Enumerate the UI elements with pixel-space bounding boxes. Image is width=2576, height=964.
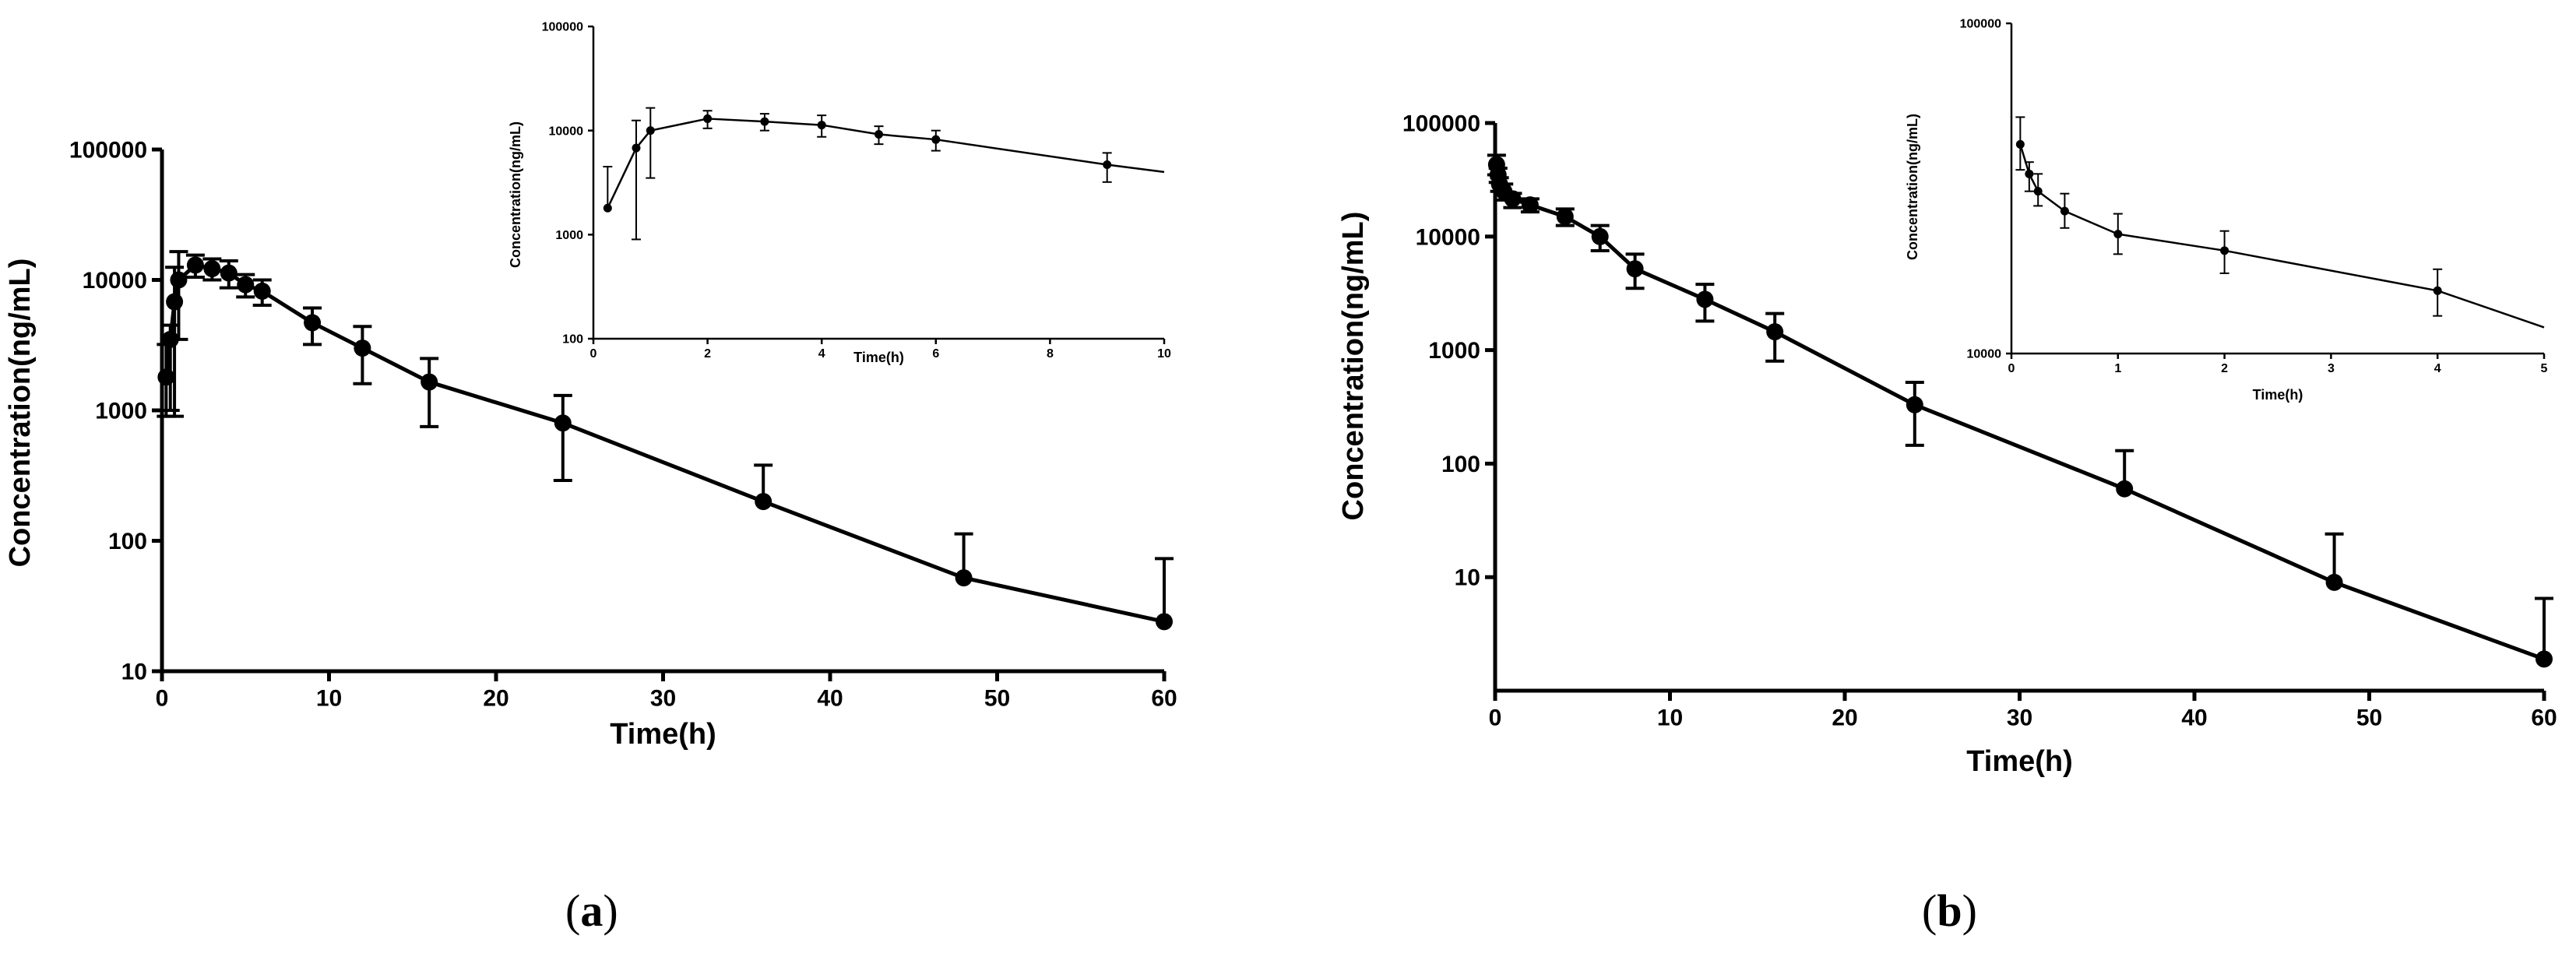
a-inset-x-tick-label: 6 <box>932 347 939 361</box>
a-main-y-tick-label: 100 <box>108 529 147 554</box>
b-inset-data-point <box>2113 230 2123 239</box>
b-main-data-point <box>1766 323 1784 341</box>
a-inset-y-axis-label: Concentration(ng/mL) <box>508 121 523 268</box>
b-inset-y-tick-label: 10000 <box>1967 348 2002 361</box>
b-inset-data-point <box>2015 139 2025 149</box>
b-main-data-point <box>1696 290 1714 308</box>
a-inset-data-point <box>817 121 826 130</box>
a-inset-x-tick-label: 2 <box>704 347 711 361</box>
b-main-x-tick-label: 50 <box>2356 705 2382 731</box>
b-inset-data-point <box>2220 246 2229 255</box>
b-inset-x-tick-label: 5 <box>2541 362 2548 375</box>
panel-label-a: (a) <box>565 885 618 936</box>
b-main-data-point <box>2536 650 2553 668</box>
a-main-x-tick-label: 60 <box>1151 686 1177 712</box>
b-inset-series-line <box>2019 144 2545 329</box>
a-inset-data-point <box>646 126 655 135</box>
a-main-data-point <box>755 493 772 511</box>
b-main-data-point <box>1591 227 1609 245</box>
b-main-y-tick-label: 10 <box>1455 565 1480 591</box>
a-main-x-tick-label: 10 <box>316 686 342 712</box>
b-main-x-tick-label: 60 <box>2531 705 2557 731</box>
b-main-y-tick-label: 100 <box>1441 452 1480 477</box>
a-main-x-tick-label: 0 <box>156 686 169 712</box>
b-inset-x-axis-label: Time(h) <box>2253 387 2303 403</box>
a-main-x-tick-label: 30 <box>650 686 676 712</box>
a-main-data-point <box>186 256 204 274</box>
a-main-data-point <box>354 340 371 357</box>
b-inset-data-point <box>2433 286 2442 295</box>
a-main-data-point <box>237 276 255 294</box>
b-main-data-point <box>2116 480 2134 498</box>
a-inset-series-line <box>607 118 1165 209</box>
b-main-y-tick-label: 1000 <box>1428 338 1480 364</box>
b-main-x-tick-label: 20 <box>1832 705 1857 731</box>
a-inset-y-tick-label: 100000 <box>542 21 583 34</box>
a-main-y-tick-label: 1000 <box>95 399 147 424</box>
b-main-x-tick-label: 40 <box>2181 705 2207 731</box>
a-main-data-point <box>554 414 572 432</box>
b-main-series-line <box>1494 164 2545 661</box>
b-main-y-axis-label: Concentration(ng/mL) <box>1337 212 1370 521</box>
a-main-x-tick-label: 40 <box>817 686 843 712</box>
a-main-data-point <box>203 260 221 278</box>
a-inset-data-point <box>603 203 612 213</box>
a-inset-y-tick-label: 10000 <box>549 125 584 138</box>
b-main-data-point <box>1504 190 1522 208</box>
b-inset-y-axis-label: Concentration(ng/mL) <box>1905 114 1920 260</box>
a-inset-y-tick-label: 100 <box>562 333 583 347</box>
a-inset-data-point <box>1103 160 1112 169</box>
b-inset-x-tick-label: 2 <box>2221 362 2228 375</box>
b-inset-y-tick-label: 100000 <box>1960 18 2001 31</box>
a-main-x-axis-label: Time(h) <box>610 718 716 751</box>
a-main-data-point <box>955 569 973 587</box>
b-inset-x-tick-label: 4 <box>2434 362 2441 375</box>
b-main-x-tick-label: 30 <box>2007 705 2032 731</box>
a-main-data-point <box>157 368 175 386</box>
a-main-data-point <box>421 373 438 391</box>
a-main-y-axis-label: Concentration(ng/mL) <box>4 259 37 568</box>
a-main-data-point <box>220 264 238 282</box>
a-inset-x-tick-label: 10 <box>1157 347 1171 361</box>
a-inset-x-tick-label: 0 <box>590 347 597 361</box>
a-main-data-point <box>166 293 184 311</box>
b-main-data-point <box>1556 208 1574 226</box>
a-inset-y-tick-label: 1000 <box>555 229 583 242</box>
b-main-y-tick-label: 10000 <box>1416 224 1480 250</box>
a-main-data-point <box>170 271 188 289</box>
a-inset-x-tick-label: 8 <box>1047 347 1054 361</box>
b-main-data-point <box>1626 260 1644 278</box>
a-main-x-tick-label: 20 <box>483 686 509 712</box>
a-inset-data-point <box>875 130 883 139</box>
b-inset-x-tick-label: 0 <box>2008 362 2015 375</box>
b-inset-data-point <box>2033 187 2043 196</box>
a-inset-x-axis-label: Time(h) <box>853 350 904 365</box>
a-inset-data-point <box>760 117 769 126</box>
b-main-data-point <box>1521 196 1539 214</box>
a-main-data-point <box>304 314 322 332</box>
a-inset-data-point <box>931 135 941 144</box>
b-inset-x-tick-label: 1 <box>2114 362 2121 375</box>
a-main-y-tick-label: 100000 <box>69 138 147 164</box>
a-inset-data-point <box>632 143 641 153</box>
b-main-data-point <box>2325 573 2343 591</box>
a-main-y-tick-label: 10000 <box>83 268 147 294</box>
b-main-data-point <box>1906 396 1923 413</box>
a-main-y-tick-label: 10 <box>121 660 147 685</box>
b-inset-data-point <box>2025 169 2034 178</box>
b-main-x-tick-label: 10 <box>1657 705 1683 731</box>
a-main-x-tick-label: 50 <box>984 686 1010 712</box>
a-inset-data-point <box>703 114 713 123</box>
b-inset-x-tick-label: 3 <box>2328 362 2335 375</box>
b-inset-data-point <box>2060 206 2069 216</box>
b-main-x-tick-label: 0 <box>1489 705 1502 731</box>
a-main-data-point <box>253 282 271 300</box>
a-main-series-line <box>164 262 1165 624</box>
b-main-y-tick-label: 100000 <box>1402 111 1480 137</box>
a-inset-x-tick-label: 4 <box>818 347 825 361</box>
panel-label-b: (b) <box>1922 885 1977 936</box>
b-main-x-axis-label: Time(h) <box>1966 745 2073 778</box>
a-main-data-point <box>1156 613 1173 631</box>
